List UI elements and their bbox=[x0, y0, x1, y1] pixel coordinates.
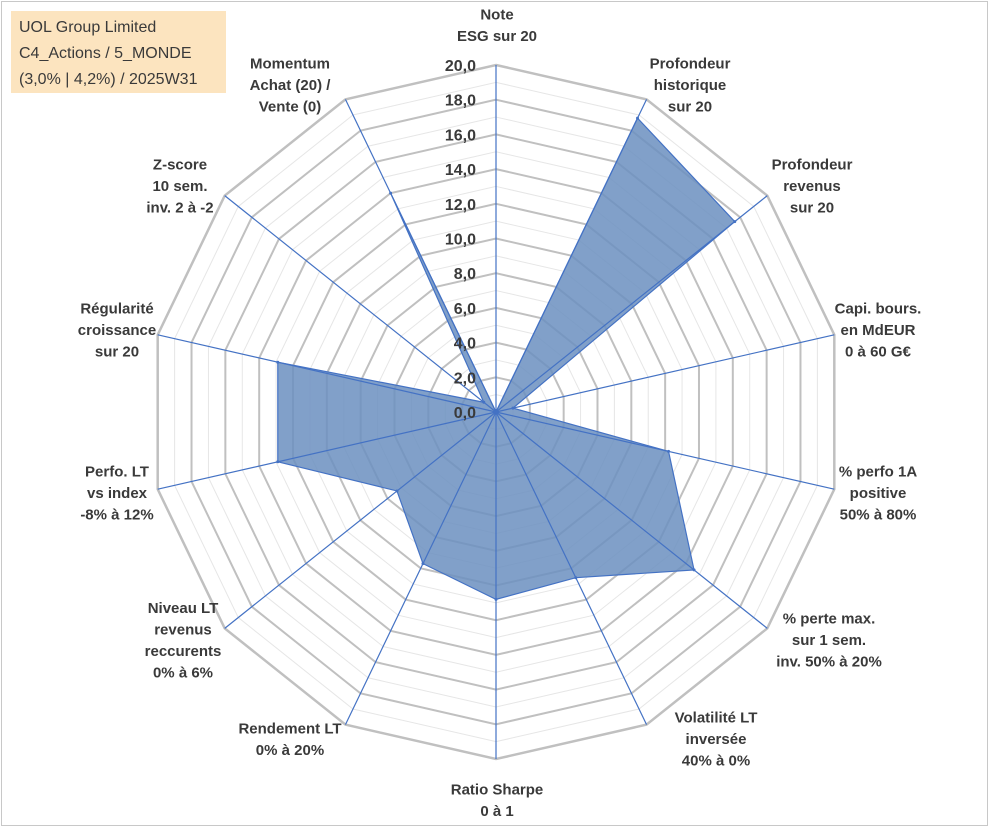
axis-spoke bbox=[495, 411, 648, 725]
category-label-line: Volatilité LT bbox=[675, 710, 758, 727]
data-series-area bbox=[277, 117, 736, 601]
category-label-line: revenus bbox=[783, 178, 841, 195]
category-label-line: ESG sur 20 bbox=[457, 28, 537, 45]
tick-label: 16,0 bbox=[445, 127, 476, 144]
category-label-line: Niveau LT bbox=[148, 600, 219, 617]
info-portfolio: C4_Actions / 5_MONDE bbox=[19, 45, 192, 62]
category-label-line: inv. 50% à 20% bbox=[776, 654, 882, 671]
tick-label: 2,0 bbox=[454, 370, 476, 387]
tick-label: 4,0 bbox=[454, 336, 476, 353]
category-label: Note ESG sur 20 bbox=[457, 6, 537, 45]
category-label-line: Ratio Sharpe bbox=[451, 781, 544, 798]
category-label-line: 50% à 80% bbox=[840, 507, 917, 524]
category-label-line: Z-score bbox=[153, 157, 207, 174]
category-label: % perfo 1A positive 50% à 80% bbox=[839, 464, 918, 524]
category-label-line: Capi. bours. bbox=[835, 301, 922, 318]
category-label-line: inversée bbox=[686, 731, 747, 748]
category-label-line: Profondeur bbox=[772, 157, 853, 174]
category-label-line: Rendement LT bbox=[238, 720, 341, 737]
data-point bbox=[421, 562, 425, 566]
tick-label: 0,0 bbox=[454, 405, 476, 422]
tick-label: 6,0 bbox=[454, 301, 476, 318]
data-point bbox=[494, 410, 498, 414]
category-label: Rendement LT 0% à 20% bbox=[238, 720, 341, 759]
category-label-line: sur 20 bbox=[95, 344, 139, 361]
axis-spoke bbox=[495, 411, 768, 629]
data-point bbox=[482, 400, 486, 404]
category-label-line: 40% à 0% bbox=[682, 753, 750, 770]
category-label-line: Note bbox=[480, 6, 513, 23]
category-label-line: -8% à 12% bbox=[80, 507, 153, 524]
data-point bbox=[511, 406, 515, 410]
axis-spoke bbox=[495, 334, 835, 413]
data-point bbox=[389, 191, 393, 195]
category-label-line: sur 20 bbox=[668, 99, 712, 116]
data-point bbox=[494, 597, 498, 601]
category-label-line: croissance bbox=[78, 322, 156, 339]
category-label: Ratio Sharpe 0 à 1 bbox=[451, 781, 544, 820]
axis-spoke bbox=[157, 411, 497, 490]
category-label: % perte max. sur 1 sem. inv. 50% à 20% bbox=[776, 611, 882, 671]
category-label-line: Momentum bbox=[250, 56, 330, 73]
axis-spoke bbox=[495, 99, 648, 413]
category-label-line: vs index bbox=[87, 485, 148, 502]
axis-spoke bbox=[344, 411, 497, 725]
category-label-line: Perfo. LT bbox=[85, 464, 149, 481]
data-point bbox=[692, 568, 696, 572]
data-point bbox=[667, 449, 671, 453]
tick-label: 14,0 bbox=[445, 162, 476, 179]
category-label-line: Achat (20) / bbox=[250, 77, 332, 94]
category-label-line: revenus bbox=[154, 621, 212, 638]
category-label: Z-score 10 sem. inv. 2 à -2 bbox=[146, 157, 213, 217]
category-label-line: Profondeur bbox=[650, 56, 731, 73]
info-period: (3,0% | 4,2%) / 2025W31 bbox=[19, 71, 198, 88]
category-label-line: Vente (0) bbox=[259, 99, 322, 116]
category-label-line: 0% à 20% bbox=[256, 742, 324, 759]
category-label-line: 0% à 6% bbox=[153, 664, 213, 681]
category-label-line: 0 à 60 G€ bbox=[845, 344, 912, 361]
info-company: UOL Group Limited bbox=[19, 19, 157, 36]
category-label-line: inv. 2 à -2 bbox=[146, 200, 213, 217]
category-label: Perfo. LT vs index -8% à 12% bbox=[80, 464, 153, 524]
data-point bbox=[733, 220, 737, 224]
category-label: Niveau LT revenus reccurents 0% à 6% bbox=[145, 600, 222, 682]
data-point bbox=[395, 489, 399, 493]
axis-spoke bbox=[495, 195, 768, 413]
category-label-line: Régularité bbox=[80, 301, 153, 318]
tick-label: 8,0 bbox=[454, 266, 476, 283]
category-label: Volatilité LT inversée 40% à 0% bbox=[675, 710, 758, 770]
info-box: UOL Group Limited C4_Actions / 5_MONDE (… bbox=[11, 11, 226, 93]
data-point bbox=[574, 576, 578, 580]
category-label-line: % perfo 1A bbox=[839, 464, 918, 481]
data-point bbox=[276, 360, 280, 364]
category-label-line: 0 à 1 bbox=[480, 803, 513, 820]
category-label-line: positive bbox=[850, 485, 907, 502]
axis-spoke bbox=[157, 334, 497, 413]
data-point bbox=[636, 116, 640, 120]
tick-label: 10,0 bbox=[445, 232, 476, 249]
axis-spoke bbox=[344, 99, 497, 413]
axis-spoke bbox=[224, 195, 497, 413]
axis-spoke bbox=[224, 411, 497, 629]
tick-label: 18,0 bbox=[445, 93, 476, 110]
category-label-line: en MdEUR bbox=[841, 322, 916, 339]
tick-label: 12,0 bbox=[445, 197, 476, 214]
category-label: Profondeur revenus sur 20 bbox=[772, 157, 853, 217]
category-label: Profondeur historique sur 20 bbox=[650, 56, 731, 116]
axis-spoke bbox=[495, 411, 835, 490]
category-label-line: historique bbox=[654, 77, 727, 94]
category-label-line: reccurents bbox=[145, 643, 222, 660]
category-label-line: sur 20 bbox=[790, 200, 834, 217]
category-label-line: % perte max. bbox=[783, 611, 876, 628]
category-label: Momentum Achat (20) / Vente (0) bbox=[250, 56, 332, 116]
tick-label: 20,0 bbox=[445, 58, 476, 75]
data-point bbox=[276, 460, 280, 464]
category-label: Régularité croissance sur 20 bbox=[78, 301, 156, 361]
category-label-line: 10 sem. bbox=[152, 178, 207, 195]
category-label-line: sur 1 sem. bbox=[792, 632, 866, 649]
category-label: Capi. bours. en MdEUR 0 à 60 G€ bbox=[835, 301, 922, 361]
